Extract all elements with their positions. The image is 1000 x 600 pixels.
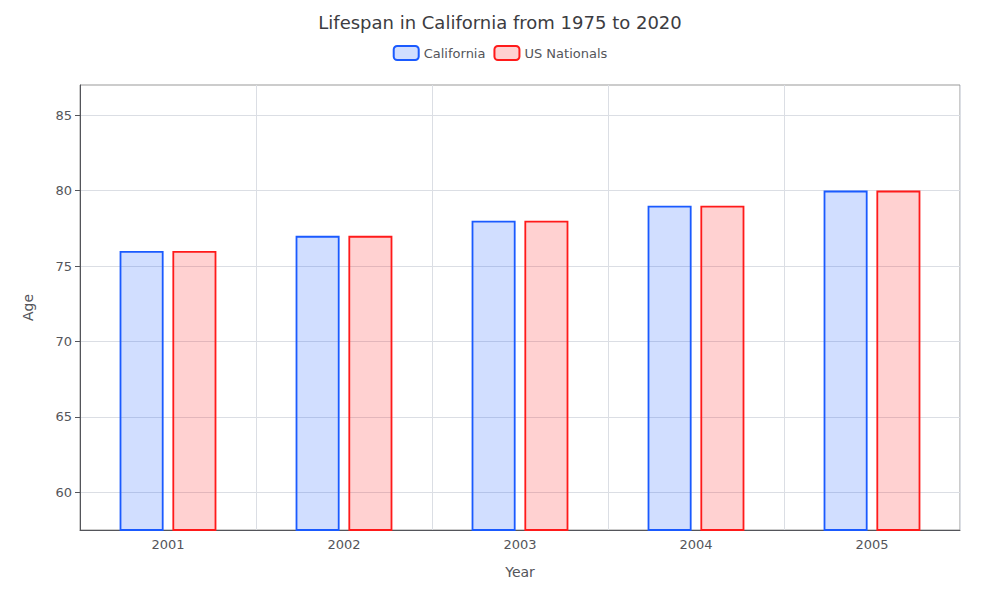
svg-text:80: 80 [55, 183, 72, 198]
svg-text:Age: Age [20, 294, 36, 321]
svg-text:2005: 2005 [855, 537, 888, 552]
svg-text:65: 65 [55, 409, 72, 424]
svg-text:Lifespan in California from 19: Lifespan in California from 1975 to 2020 [318, 12, 681, 33]
svg-text:California: California [424, 46, 486, 61]
svg-text:85: 85 [55, 108, 72, 123]
svg-text:2004: 2004 [679, 537, 712, 552]
svg-text:75: 75 [55, 259, 72, 274]
svg-text:2001: 2001 [151, 537, 184, 552]
svg-text:2003: 2003 [503, 537, 536, 552]
svg-text:70: 70 [55, 334, 72, 349]
svg-text:US Nationals: US Nationals [524, 46, 607, 61]
svg-text:Year: Year [504, 564, 535, 580]
svg-text:60: 60 [55, 485, 72, 500]
svg-text:2002: 2002 [327, 537, 360, 552]
